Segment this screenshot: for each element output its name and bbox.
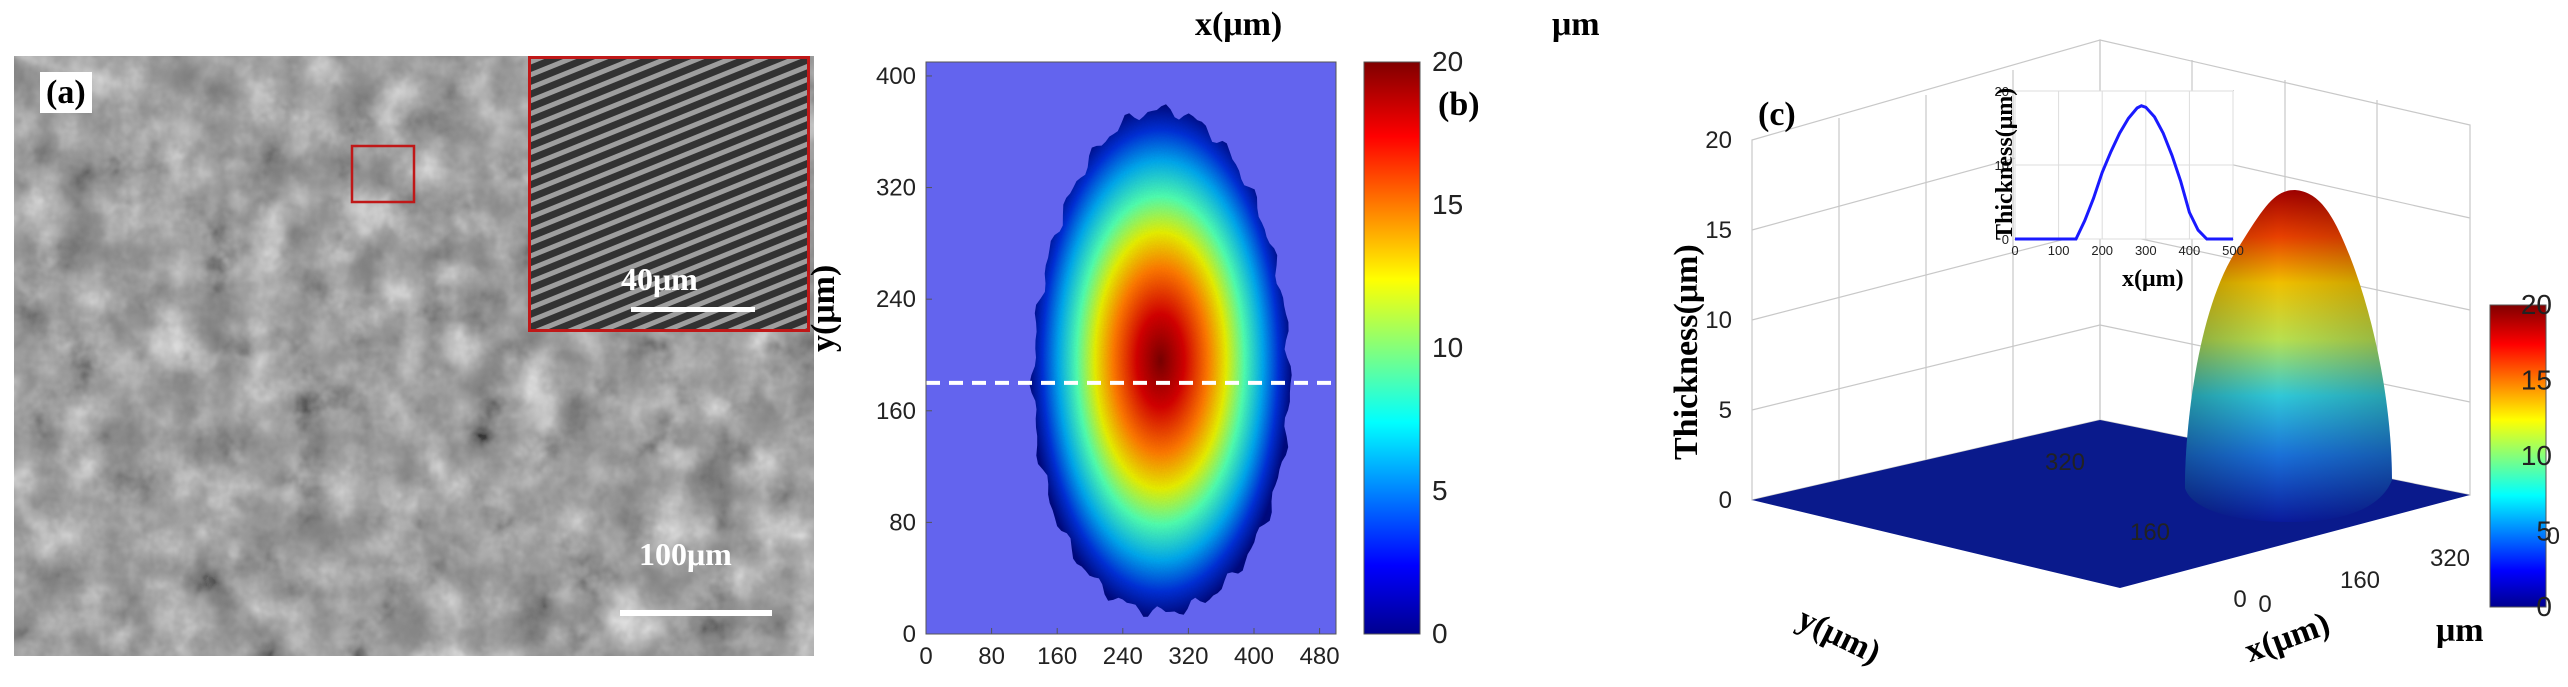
inset-x-tick-label: 400 [2179, 243, 2201, 258]
y-tick-label: 160 [2130, 519, 2170, 546]
inset-y-tick-label: 10 [1995, 158, 2009, 173]
colorbar-tick-label: 20 [2521, 289, 2552, 320]
panel-a-label: (a) [40, 72, 92, 114]
y-tick-label: 0 [2233, 586, 2246, 613]
x-tick-label: 160 [1037, 643, 1077, 670]
x-tick-label: 0 [919, 643, 932, 670]
colorbar-tick-label: 0 [2536, 591, 2552, 622]
colorbar-tick-label: 15 [2521, 365, 2552, 396]
z-tick-label: 0 [1719, 487, 1732, 514]
colorbar-c-ticks: 0 5 10 15 20 [2521, 289, 2552, 622]
y-tick-label: 0 [903, 621, 916, 648]
y-tick-label: 400 [876, 63, 916, 90]
x-tick-labels: 0 80 160 240 320 400 480 [919, 628, 1340, 670]
panel-b-top-title: x(μm) [1195, 6, 1283, 43]
zoom-region-box [350, 144, 416, 204]
colorbar-tick-label: 20 [1432, 46, 1463, 77]
colorbar-tick-label: 0 [1432, 618, 1448, 649]
droplet-texture [1029, 104, 1292, 617]
inset-y-tick-label: 20 [1995, 84, 2009, 99]
panel-b-label: (b) [1438, 86, 1480, 123]
x-tick-label: 320 [1168, 643, 1208, 670]
colorbar-tick-label: 10 [2521, 440, 2552, 471]
colorbar [1363, 61, 1421, 635]
colorbar-c [2489, 304, 2547, 608]
panel-c-label: (c) [1758, 96, 1796, 133]
inset-x-tick-labels: 0 100 200 300 400 500 [2011, 243, 2243, 258]
x-tick-label: 400 [1234, 643, 1274, 670]
panel-b-colorbar-unit: μm [1552, 6, 1600, 43]
inset-x-tick-label: 100 [2048, 243, 2070, 258]
z-tick-labels: 0 5 10 15 20 [1705, 127, 1732, 514]
x-tick-label: 160 [2340, 567, 2380, 594]
interferogram-image: 40μm (a) 100μm [14, 56, 814, 656]
y-tick-labels: 0 80 160 240 320 400 [876, 63, 932, 648]
inset-x-tick-label: 500 [2222, 243, 2244, 258]
z-tick-label: 10 [1705, 307, 1732, 334]
scale-label: 100μm [639, 536, 732, 572]
x-tick-label: 240 [1103, 643, 1143, 670]
inset-y-title: Thickness(μm) [1992, 87, 2018, 240]
panel-c-z-title: Thickness(μm) [1668, 244, 1705, 460]
colorbar-tick-label: 5 [1432, 475, 1448, 506]
inset-x-title: x(μm) [2122, 266, 2184, 292]
z-tick-label: 15 [1705, 217, 1732, 244]
y-tick-label: 80 [889, 509, 916, 536]
profile-inset: 0 100 200 300 400 500 0 10 20 [1995, 84, 2244, 258]
y-tick-label: 320 [876, 175, 916, 202]
inset-scale-bar [631, 307, 755, 312]
zoom-inset: 40μm [528, 56, 810, 332]
inset-scale-label: 40μm [621, 261, 698, 297]
colorbar-tick-label: 15 [1432, 189, 1463, 220]
z-tick-label: 20 [1705, 127, 1732, 154]
colorbar-tick-label: 5 [2536, 516, 2552, 547]
thickness-map-chart: 0 80 160 240 320 400 480 0 80 160 240 320 400 0 5 10 1… [876, 46, 1463, 670]
panel-b-y-title: y(μm) [805, 264, 842, 352]
x-tick-label: 480 [1300, 643, 1340, 670]
x-tick-label: 80 [978, 643, 1005, 670]
y-tick-label: 320 [2045, 449, 2085, 476]
colorbar-ticks: 0 5 10 15 20 [1432, 46, 1463, 649]
profile-line-series [2015, 104, 2233, 241]
inset-x-tick-label: 0 [2011, 243, 2018, 258]
droplet-surface [1029, 104, 1292, 617]
x-tick-label: 0 [2258, 591, 2271, 618]
z-tick-label: 5 [1719, 397, 1732, 424]
colorbar-tick-label: 10 [1432, 332, 1463, 363]
y-tick-label: 160 [876, 398, 916, 425]
panel-c-colorbar-unit: μm [2436, 612, 2484, 649]
x-tick-label: 320 [2430, 545, 2470, 572]
inset-x-tick-label: 200 [2091, 243, 2113, 258]
inset-y-tick-labels: 0 10 20 [1995, 84, 2009, 247]
scale-bar [620, 610, 772, 616]
y-tick-labels: 0 160 320 [2045, 449, 2247, 613]
y-tick-label: 240 [876, 286, 916, 313]
inset-y-tick-label: 0 [2002, 232, 2009, 247]
inset-x-tick-label: 300 [2135, 243, 2157, 258]
